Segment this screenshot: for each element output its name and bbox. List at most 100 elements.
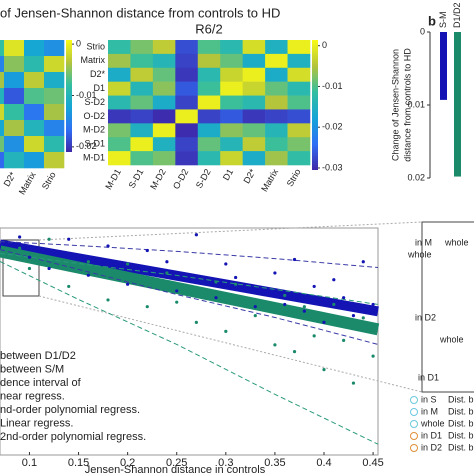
data-point bbox=[253, 305, 257, 309]
heat-cell bbox=[242, 95, 266, 110]
heat-cell bbox=[130, 109, 154, 124]
col-label: D2* bbox=[242, 167, 258, 185]
col-label: O-D2 bbox=[171, 167, 190, 191]
heat-cell bbox=[220, 123, 243, 138]
heat-cell bbox=[130, 67, 154, 82]
legend-text: nd-order polynomial regress. bbox=[0, 404, 140, 416]
data-point bbox=[302, 305, 306, 309]
data-point bbox=[273, 271, 277, 275]
col-label: S-D2 bbox=[194, 167, 213, 190]
heat-cell bbox=[108, 81, 131, 96]
x-tick-label: 0.2 bbox=[120, 457, 135, 469]
legend-marker bbox=[410, 396, 418, 404]
data-point bbox=[322, 320, 326, 324]
heat-cell bbox=[220, 109, 243, 124]
heat-cell bbox=[4, 104, 25, 121]
panel-label: b bbox=[428, 13, 436, 28]
data-point bbox=[371, 302, 375, 307]
x-tick-label: S-M bbox=[438, 12, 448, 29]
heat-cell bbox=[130, 137, 154, 152]
data-point bbox=[67, 237, 71, 241]
colorbar bbox=[312, 40, 318, 170]
data-point bbox=[86, 273, 90, 277]
heat-cell bbox=[24, 104, 45, 121]
heat-cell bbox=[175, 53, 199, 69]
heat-cell bbox=[24, 40, 45, 57]
heat-cell bbox=[44, 152, 65, 169]
heat-cell bbox=[197, 67, 221, 82]
bar bbox=[440, 32, 447, 100]
heat-cell bbox=[175, 67, 199, 82]
heat-cell bbox=[287, 109, 311, 124]
data-point bbox=[18, 235, 22, 239]
heat-cell bbox=[44, 120, 65, 137]
legend-text: Dist. b bbox=[448, 418, 474, 428]
heat-cell bbox=[220, 81, 243, 96]
heat-cell bbox=[108, 40, 131, 55]
legend-marker bbox=[410, 420, 418, 428]
heat-cell bbox=[152, 53, 176, 69]
data-point bbox=[175, 289, 179, 293]
heat-cell bbox=[265, 137, 288, 152]
data-point bbox=[86, 260, 90, 264]
heat-cell bbox=[108, 123, 131, 138]
heat-cell bbox=[265, 81, 288, 96]
row-label: S-D1 bbox=[84, 139, 105, 149]
heat-cell bbox=[108, 151, 131, 166]
legend-label: in D2 bbox=[421, 442, 442, 452]
heat-cell bbox=[4, 88, 25, 105]
heat-cell bbox=[130, 123, 154, 138]
heat-cell bbox=[0, 104, 5, 121]
heat-cell bbox=[242, 123, 266, 138]
col-label: M-D2 bbox=[148, 167, 168, 191]
zoom-connector bbox=[38, 221, 423, 241]
data-point bbox=[332, 278, 336, 282]
heat-cell bbox=[197, 81, 221, 96]
heat-cell bbox=[152, 67, 176, 82]
zoom-box bbox=[2, 239, 40, 297]
x-axis-label: Jensen-Shannon distance in controls bbox=[85, 464, 266, 474]
plot-frame bbox=[0, 227, 379, 456]
heat-cell bbox=[175, 123, 199, 138]
colorbar-tick-label: -0.01 bbox=[76, 90, 97, 100]
colorbar-tick-label: -0.02 bbox=[322, 122, 343, 132]
heat-cell bbox=[4, 136, 25, 153]
heat-cell bbox=[24, 72, 45, 89]
row-label: D2* bbox=[90, 69, 106, 79]
heat-cell bbox=[175, 137, 199, 152]
heat-cell bbox=[44, 88, 65, 105]
y-tick-label: 0 bbox=[420, 26, 425, 36]
row-label: Matrix bbox=[81, 55, 106, 65]
data-point bbox=[322, 367, 326, 372]
heat-cell bbox=[44, 56, 65, 73]
heat-cell bbox=[197, 95, 221, 110]
data-point bbox=[47, 266, 51, 271]
legend-text: dence interval of bbox=[0, 377, 82, 389]
heat-cell bbox=[242, 151, 266, 166]
heat-cell bbox=[24, 88, 45, 105]
legend-label: in D1 bbox=[421, 430, 442, 440]
data-point bbox=[342, 296, 346, 300]
heat-cell bbox=[44, 136, 65, 153]
chart-title: R6/2 bbox=[195, 21, 222, 36]
heat-cell bbox=[4, 120, 25, 137]
legend-label: in M bbox=[421, 406, 438, 416]
colorbar-tick-label: 0 bbox=[76, 38, 81, 48]
data-point bbox=[302, 309, 306, 313]
y-tick-label: 0.01 bbox=[407, 99, 425, 109]
data-point bbox=[67, 284, 71, 289]
data-point bbox=[312, 284, 316, 289]
heat-cell bbox=[130, 151, 154, 166]
data-point bbox=[175, 300, 179, 304]
col-label: Strio bbox=[40, 170, 58, 191]
y-tick-label: 0.02 bbox=[407, 172, 425, 182]
heat-cell bbox=[197, 151, 221, 166]
col-label: D1 bbox=[221, 167, 235, 182]
data-point bbox=[312, 334, 316, 338]
data-point bbox=[273, 343, 277, 347]
heat-cell bbox=[24, 152, 45, 169]
x-tick-label: 0.3 bbox=[218, 457, 233, 469]
zoom-connector bbox=[38, 295, 423, 393]
heat-cell bbox=[4, 152, 25, 169]
inset-label: whole bbox=[407, 249, 432, 259]
